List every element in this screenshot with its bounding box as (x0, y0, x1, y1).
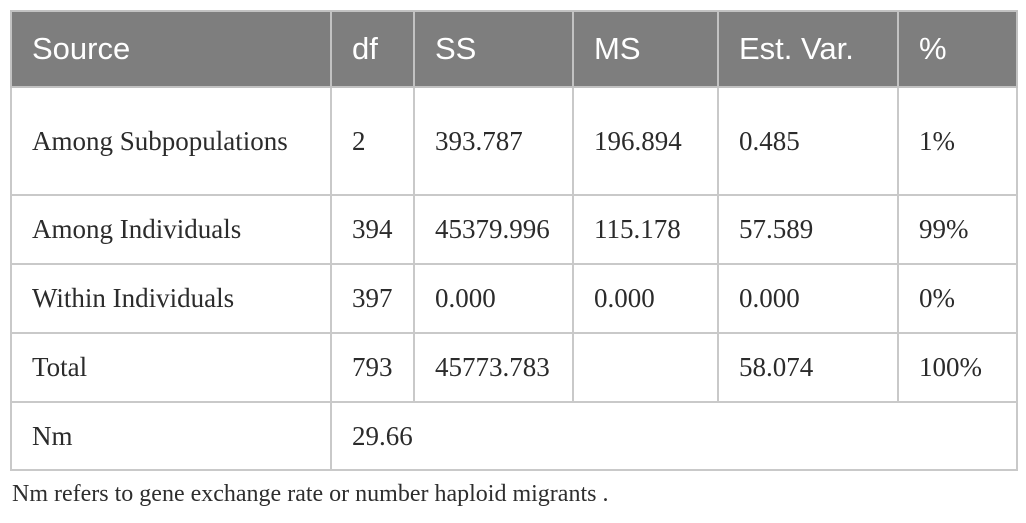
cell-est-var: 57.589 (717, 194, 899, 265)
cell-df: 397 (330, 263, 415, 334)
cell-pct: 0% (897, 263, 1018, 334)
cell-nm-value: 29.66 (330, 401, 1018, 471)
cell-est-var: 0.485 (717, 86, 899, 196)
table-header-row: Source df SS MS Est. Var. % (10, 10, 1018, 88)
column-header-ss: SS (413, 10, 574, 88)
cell-ss: 393.787 (413, 86, 574, 196)
cell-pct: 1% (897, 86, 1018, 196)
cell-ms: 196.894 (572, 86, 719, 196)
cell-ms: 0.000 (572, 263, 719, 334)
cell-source: Within Individuals (10, 263, 332, 334)
cell-df: 793 (330, 332, 415, 403)
cell-df: 2 (330, 86, 415, 196)
cell-source: Total (10, 332, 332, 403)
cell-df: 394 (330, 194, 415, 265)
column-header-df: df (330, 10, 415, 88)
cell-source: Among Subpopulations (10, 86, 332, 196)
amova-table: Source df SS MS Est. Var. % Among Subpop… (10, 10, 1018, 471)
table-row-nm: Nm 29.66 (10, 401, 1018, 471)
table-row-within-individuals: Within Individuals 397 0.000 0.000 0.000… (10, 263, 1018, 334)
cell-ss: 45379.996 (413, 194, 574, 265)
cell-pct: 99% (897, 194, 1018, 265)
table-row-total: Total 793 45773.783 58.074 100% (10, 332, 1018, 403)
column-header-est-var: Est. Var. (717, 10, 899, 88)
column-header-source: Source (10, 10, 332, 88)
cell-pct: 100% (897, 332, 1018, 403)
table-footnote: Nm refers to gene exchange rate or numbe… (12, 481, 609, 507)
cell-ss: 0.000 (413, 263, 574, 334)
cell-est-var: 0.000 (717, 263, 899, 334)
column-header-pct: % (897, 10, 1018, 88)
cell-ms: 115.178 (572, 194, 719, 265)
table-row-among-subpopulations: Among Subpopulations 2 393.787 196.894 0… (10, 86, 1018, 196)
column-header-ms: MS (572, 10, 719, 88)
cell-est-var: 58.074 (717, 332, 899, 403)
cell-ms (572, 332, 719, 403)
cell-ss: 45773.783 (413, 332, 574, 403)
table-row-among-individuals: Among Individuals 394 45379.996 115.178 … (10, 194, 1018, 265)
cell-nm-label: Nm (10, 401, 332, 471)
cell-source: Among Individuals (10, 194, 332, 265)
